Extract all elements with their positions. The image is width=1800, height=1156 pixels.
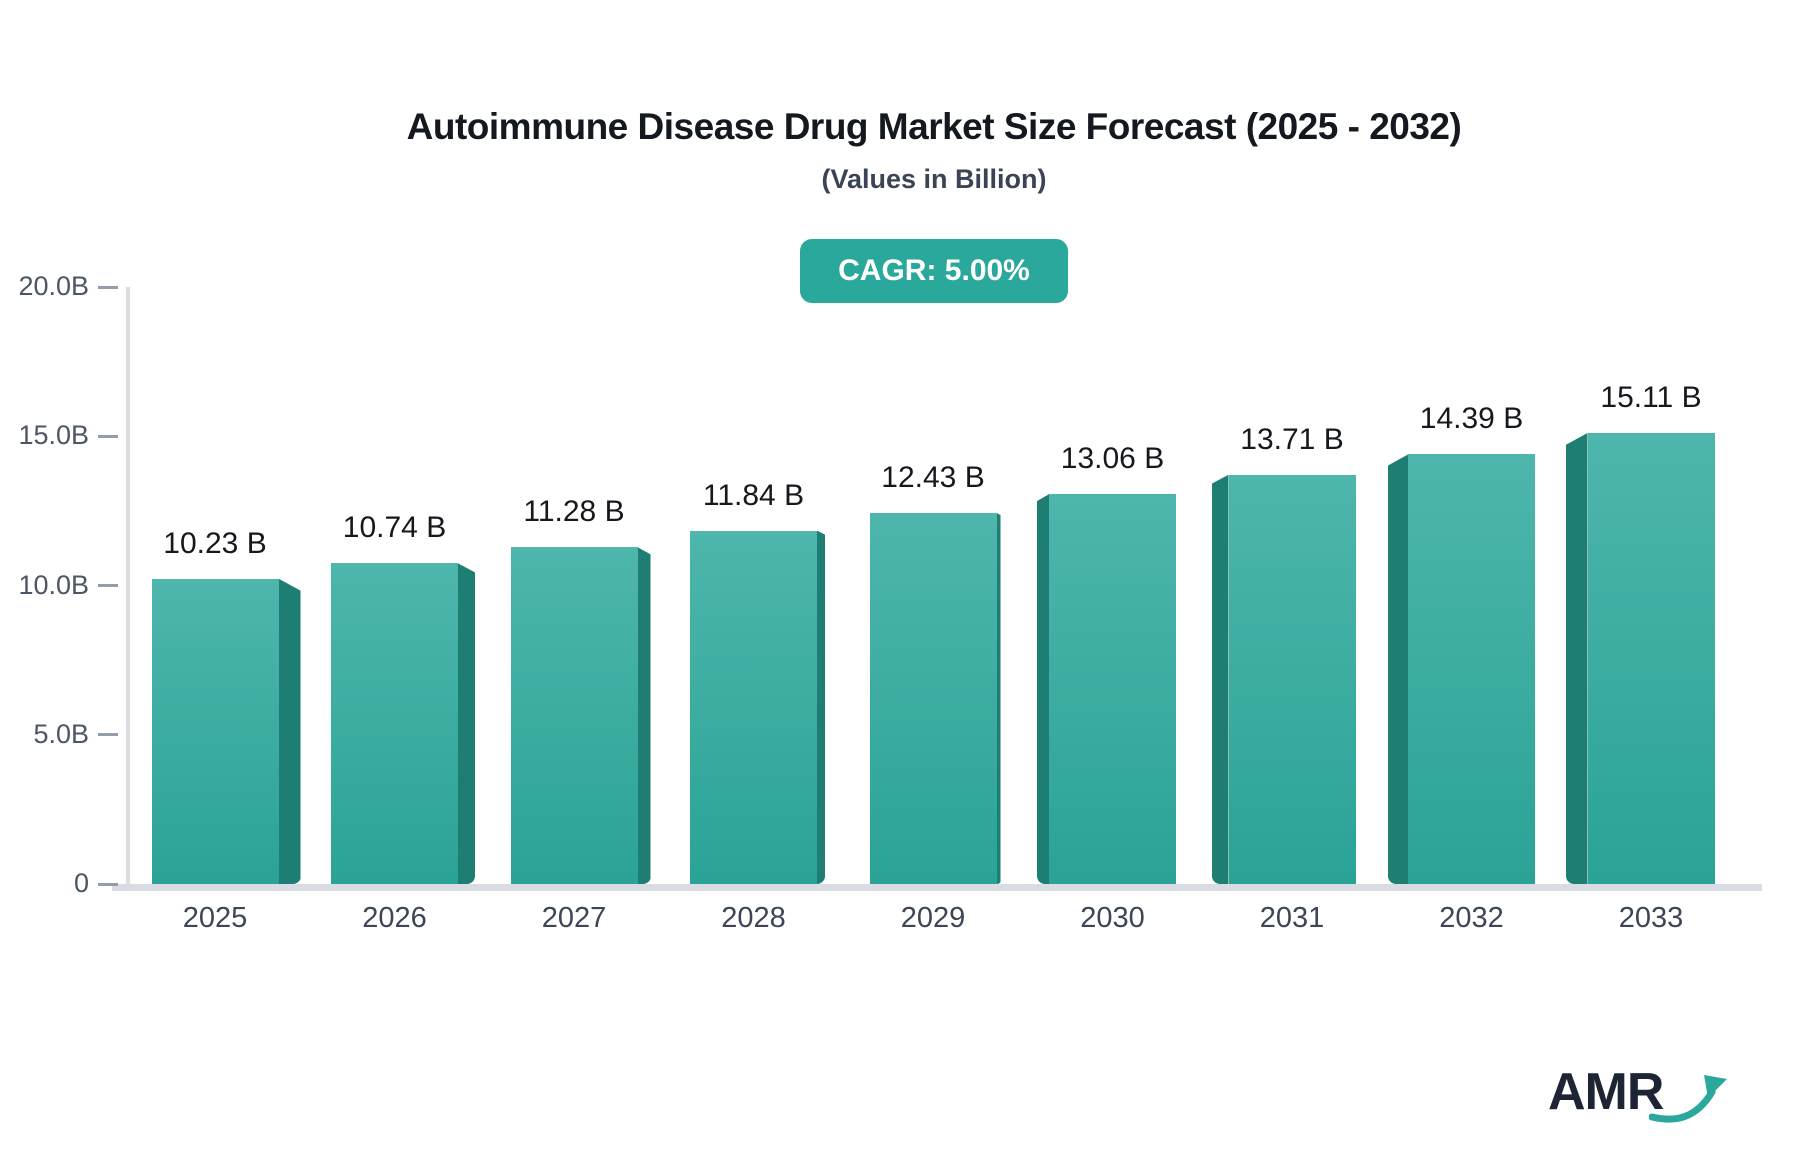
y-tick-label: 5.0B — [33, 718, 89, 749]
x-axis-label-2032: 2032 — [1439, 902, 1504, 934]
bar-side-2031 — [1211, 474, 1229, 884]
x-axis-label-2029: 2029 — [900, 902, 966, 934]
x-axis-label-2030: 2030 — [1080, 902, 1145, 934]
bar-value-label-2031: 13.71 B — [1240, 422, 1344, 456]
bar-face-2031 — [1228, 474, 1356, 884]
bar-face-2027 — [510, 547, 638, 884]
y-tick-dash — [98, 584, 118, 587]
bar-face-2028 — [690, 530, 817, 884]
x-axis-label-2033: 2033 — [1618, 902, 1684, 934]
y-tick-dash — [98, 733, 118, 737]
bar-value-label-2028: 11.84 B — [702, 478, 805, 512]
x-axis-label-2031: 2031 — [1259, 902, 1325, 934]
y-tick-label: 10.0B — [18, 569, 89, 600]
x-axis-label-2026: 2026 — [362, 902, 427, 934]
bar-side-2029 — [996, 512, 1001, 884]
bar-face-2026 — [331, 563, 458, 884]
bar-side-2027 — [637, 547, 651, 884]
cagr-badge: CAGR: 5.00% — [800, 239, 1068, 303]
growth-arrow-icon — [1649, 1075, 1728, 1123]
chart-header: Autoimmune Disease Drug Market Size Fore… — [84, 0, 1784, 303]
bar-face-2033 — [1587, 432, 1715, 884]
bar-face-2025 — [151, 578, 279, 884]
y-axis-line — [126, 287, 130, 891]
bar-value-label-2033: 15.11 B — [1600, 380, 1702, 414]
chart-subtitle: (Values in Billion) — [821, 164, 1047, 194]
bar-value-label-2032: 14.39 B — [1419, 402, 1524, 436]
y-tick-dash — [98, 882, 118, 886]
bar-value-label-2026: 10.74 B — [342, 511, 447, 545]
bar-side-2028 — [817, 530, 825, 884]
bar-face-2029 — [869, 512, 997, 884]
y-tick-label: 15.0B — [18, 420, 89, 451]
amr-logo-text: AMR — [1548, 1063, 1664, 1121]
x-axis-label-2027: 2027 — [541, 902, 607, 934]
x-axis-label-2028: 2028 — [721, 902, 786, 934]
bar-face-2032 — [1408, 454, 1535, 884]
y-tick-dash — [98, 434, 118, 438]
y-tick-label: 20.0B — [18, 271, 89, 301]
bar-side-2025 — [278, 578, 301, 884]
bar-side-2026 — [458, 563, 475, 884]
y-tick-dash — [98, 285, 118, 289]
bar-value-label-2027: 11.28 B — [523, 495, 625, 529]
bar-value-label-2030: 13.06 B — [1060, 442, 1165, 476]
y-tick-label: 0 — [73, 868, 89, 898]
amr-logo: AMR — [1548, 1052, 1733, 1132]
bar-value-label-2025: 10.23 B — [163, 526, 267, 560]
bar-side-2030 — [1037, 494, 1049, 884]
bar-value-label-2029: 12.43 B — [881, 460, 985, 494]
bar-face-2030 — [1049, 494, 1176, 884]
x-axis-label-2025: 2025 — [182, 902, 248, 934]
bar-side-2032 — [1388, 454, 1408, 884]
bar-side-2033 — [1565, 432, 1588, 884]
x-axis-baseline — [112, 884, 1762, 891]
chart-title: Autoimmune Disease Drug Market Size Fore… — [406, 106, 1462, 147]
